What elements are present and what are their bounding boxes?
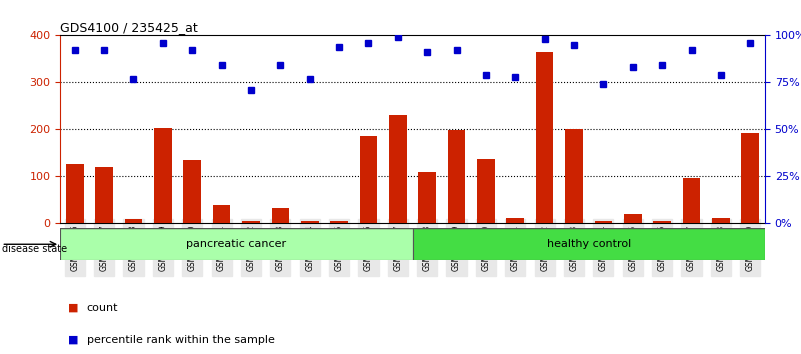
Text: percentile rank within the sample: percentile rank within the sample	[87, 335, 275, 345]
Text: GDS4100 / 235425_at: GDS4100 / 235425_at	[60, 21, 198, 34]
Bar	[477, 159, 495, 223]
Bar	[272, 208, 289, 223]
Bar	[594, 221, 612, 223]
Text: healthy control: healthy control	[546, 239, 631, 249]
Bar	[654, 221, 671, 223]
Bar	[389, 115, 407, 223]
Bar	[624, 214, 642, 223]
Text: ■: ■	[68, 335, 78, 345]
Text: ■: ■	[68, 303, 78, 313]
Bar	[213, 205, 231, 223]
Bar	[242, 221, 260, 223]
Bar	[682, 178, 700, 223]
Bar	[330, 221, 348, 223]
Bar	[154, 128, 171, 223]
Bar	[301, 221, 319, 223]
Bar	[360, 136, 377, 223]
Bar	[66, 164, 83, 223]
Bar	[742, 133, 759, 223]
Text: count: count	[87, 303, 118, 313]
Bar	[125, 219, 143, 223]
Bar	[418, 172, 436, 223]
Bar	[566, 129, 583, 223]
Bar	[183, 160, 201, 223]
Text: disease state: disease state	[2, 244, 66, 254]
Text: pancreatic cancer: pancreatic cancer	[186, 239, 286, 249]
Bar	[448, 130, 465, 223]
Bar	[95, 167, 113, 223]
Bar	[413, 228, 765, 260]
Bar	[506, 218, 524, 223]
Bar	[712, 218, 730, 223]
Bar	[60, 228, 413, 260]
Bar	[536, 52, 553, 223]
